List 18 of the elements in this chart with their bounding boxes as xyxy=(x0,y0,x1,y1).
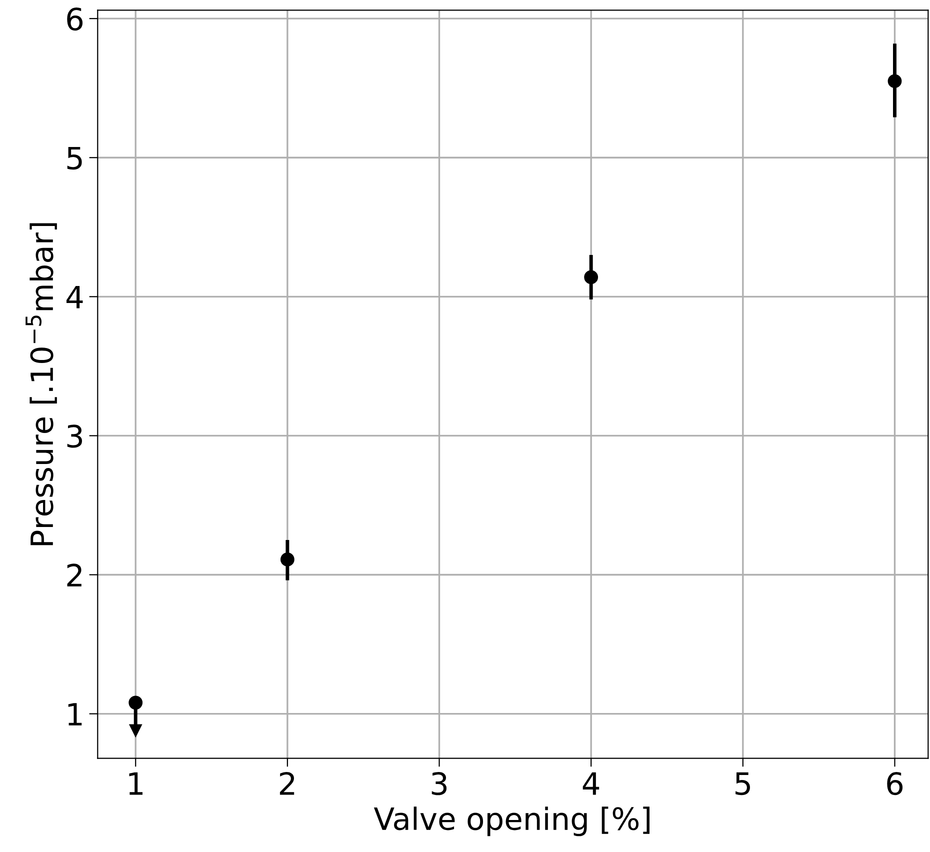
y-tick-label: 6 xyxy=(67,7,83,31)
y-tick-label: 1 xyxy=(68,703,82,726)
y-axis-title: Pressure [.10$^{−5}$mbar] xyxy=(26,223,57,546)
y-tick-label: 5 xyxy=(67,146,82,170)
point xyxy=(888,74,902,88)
y-tick-label: 2 xyxy=(67,564,82,586)
point xyxy=(280,552,294,566)
y-tick-label: 4 xyxy=(66,286,83,308)
point xyxy=(584,270,598,284)
x-tick-label: 1 xyxy=(129,772,143,795)
y-tick-label: 3 xyxy=(67,424,82,448)
x-tick-label: 3 xyxy=(432,772,447,796)
x-tick-label: 6 xyxy=(887,772,903,796)
x-tick-label: 4 xyxy=(582,772,600,795)
x-tick-label: 2 xyxy=(280,772,294,795)
x-axis-title: Valve opening [%] xyxy=(374,806,650,836)
x-tick-label: 5 xyxy=(736,772,750,796)
point xyxy=(128,696,143,710)
